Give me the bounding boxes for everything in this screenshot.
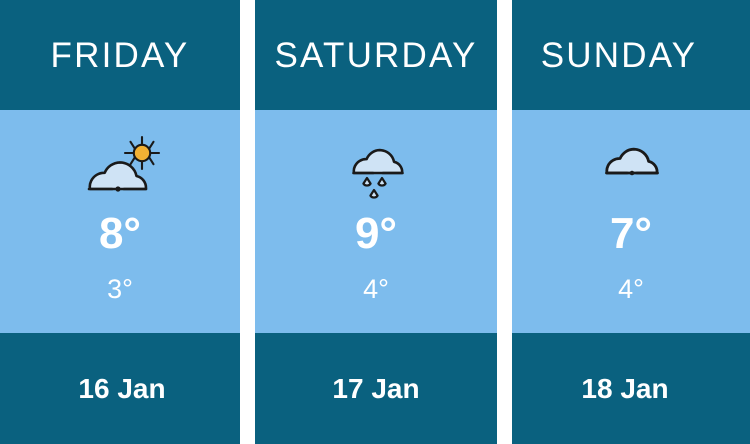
day-date-label: 17 Jan	[332, 372, 420, 404]
temperature-low: 4°	[363, 274, 389, 304]
day-footer-saturday: 17 Jan	[255, 333, 497, 444]
day-footer-sunday: 18 Jan	[512, 333, 750, 444]
day-name-label: FRIDAY	[50, 35, 190, 75]
forecast-day-saturday[interactable]: SATURDAY 9° 4°	[255, 0, 497, 444]
day-name-label: SATURDAY	[274, 35, 478, 75]
temperature-high: 7°	[609, 209, 653, 258]
day-body-saturday: 9° 4°	[255, 110, 497, 333]
day-header-saturday: SATURDAY	[255, 0, 497, 110]
rain-cloud-icon	[255, 132, 497, 204]
temperature-high: 8°	[98, 209, 142, 258]
day-header-sunday: SUNDAY	[512, 0, 750, 110]
temperature-low: 3°	[107, 274, 133, 304]
day-date-label: 18 Jan	[581, 372, 669, 404]
sun-behind-cloud-icon	[0, 132, 240, 204]
forecast-day-sunday[interactable]: SUNDAY 7° 4° 18 Jan	[512, 0, 750, 444]
temperature-low: 4°	[618, 274, 644, 304]
day-name-label: SUNDAY	[540, 35, 698, 75]
day-date-label: 16 Jan	[78, 372, 166, 404]
day-body-sunday: 7° 4°	[512, 110, 750, 333]
temperature-high: 9°	[354, 209, 398, 258]
forecast-day-friday[interactable]: FRIDAY	[0, 0, 240, 444]
day-body-friday: 8° 3°	[0, 110, 240, 333]
cloud-icon	[512, 132, 750, 204]
day-header-friday: FRIDAY	[0, 0, 240, 110]
column-divider	[240, 0, 255, 444]
day-footer-friday: 16 Jan	[0, 333, 240, 444]
column-divider	[497, 0, 512, 444]
